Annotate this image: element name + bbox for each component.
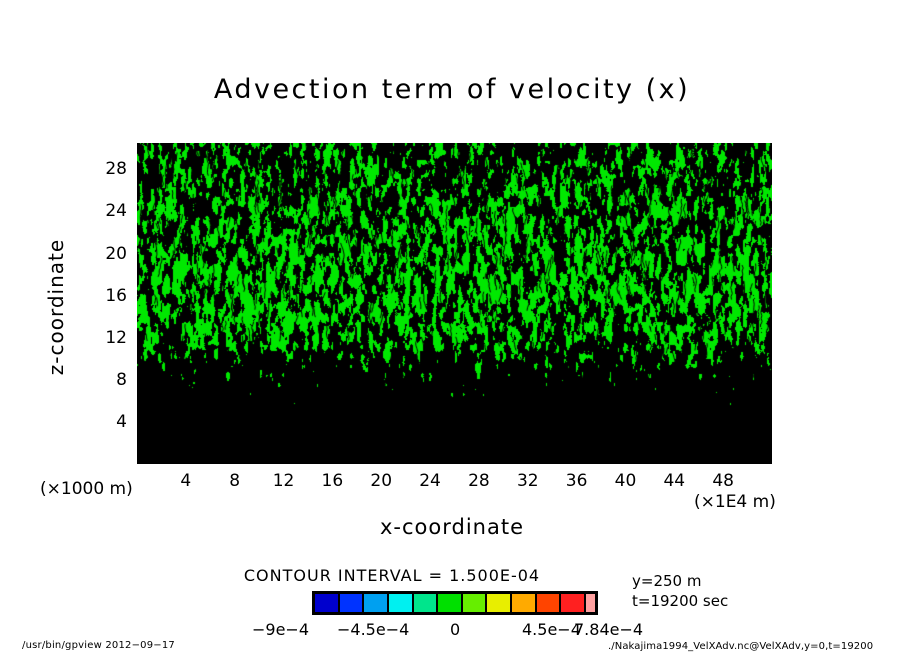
- footer-source-file: ./Nakajima1994_VelXAdv.nc@VelXAdv,y=0,t=…: [608, 641, 874, 652]
- colorbar-segment: [462, 594, 486, 612]
- x-axis-tick-label: 8: [229, 471, 241, 491]
- colorbar-tick-label: −4.5e−4: [337, 620, 410, 639]
- x-axis-tick-label: 28: [468, 471, 490, 491]
- colorbar-segment: [388, 594, 412, 612]
- y-axis-tick-label: 20: [105, 243, 127, 264]
- x-axis-tick-label: 48: [712, 471, 734, 491]
- z-axis-unit-label: (×1000 m): [40, 479, 133, 499]
- colorbar-tick-labels: −9e−4 −4.5e−4 0 4.5e−4 7.84e−4: [232, 620, 678, 640]
- contour-interval-caption: CONTOUR INTERVAL = 1.500E-04: [243, 566, 541, 585]
- slice-annotation: y=250 m t=19200 sec: [632, 571, 728, 611]
- colorbar-segments: [315, 594, 596, 612]
- colorbar-segment: [413, 594, 437, 612]
- x-axis-tick-label: 12: [272, 471, 295, 491]
- contour-plot-area: [137, 143, 772, 464]
- y-axis-tick-label: 28: [105, 159, 127, 180]
- colorbar-tick-label: −9e−4: [252, 620, 310, 639]
- colorbar-tick-label: 7.84e−4: [574, 620, 644, 639]
- contour-field-canvas: [137, 143, 772, 464]
- colorbar: [312, 591, 598, 615]
- annotation-y-value: y=250 m: [632, 572, 702, 590]
- y-axis-tick-label: 8: [116, 369, 127, 390]
- annotation-t-value: t=19200 sec: [632, 592, 729, 610]
- x-axis-tick-label: 32: [516, 471, 539, 491]
- colorbar-tick-label: 0: [450, 620, 461, 639]
- y-axis-tick-label: 4: [116, 411, 127, 432]
- footer-command-info: /usr/bin/gpview 2012−09−17: [22, 640, 175, 651]
- colorbar-segment: [438, 594, 461, 612]
- x-axis-tick-label: 44: [663, 471, 686, 491]
- x-axis-unit-label: (×1E4 m): [694, 492, 776, 512]
- x-axis-title: x-coordinate: [379, 515, 524, 539]
- colorbar-segment: [536, 594, 560, 612]
- x-axis-tick-label: 16: [321, 471, 344, 491]
- y-axis-tick-label: 24: [105, 201, 127, 222]
- colorbar-segment: [364, 594, 387, 612]
- colorbar-segment: [487, 594, 511, 612]
- x-axis-tick-label: 4: [180, 471, 192, 491]
- x-axis-tick-label: 36: [565, 471, 588, 491]
- colorbar-tick-label: 4.5e−4: [522, 620, 581, 639]
- x-axis-tick-label: 40: [614, 471, 637, 491]
- x-axis-tick-label: 20: [370, 471, 393, 491]
- x-axis-tick-label: 24: [419, 471, 441, 491]
- colorbar-segment: [339, 594, 363, 612]
- colorbar-segment: [512, 594, 535, 612]
- page-title: Advection term of velocity (x): [213, 74, 691, 105]
- colorbar-segment: [315, 594, 338, 612]
- colorbar-segment: [586, 594, 596, 612]
- y-axis-tick-label: 12: [105, 327, 127, 348]
- y-axis-tick-label: 16: [105, 285, 127, 306]
- y-axis-title: z-coordinate: [44, 238, 68, 376]
- colorbar-segment: [561, 594, 585, 612]
